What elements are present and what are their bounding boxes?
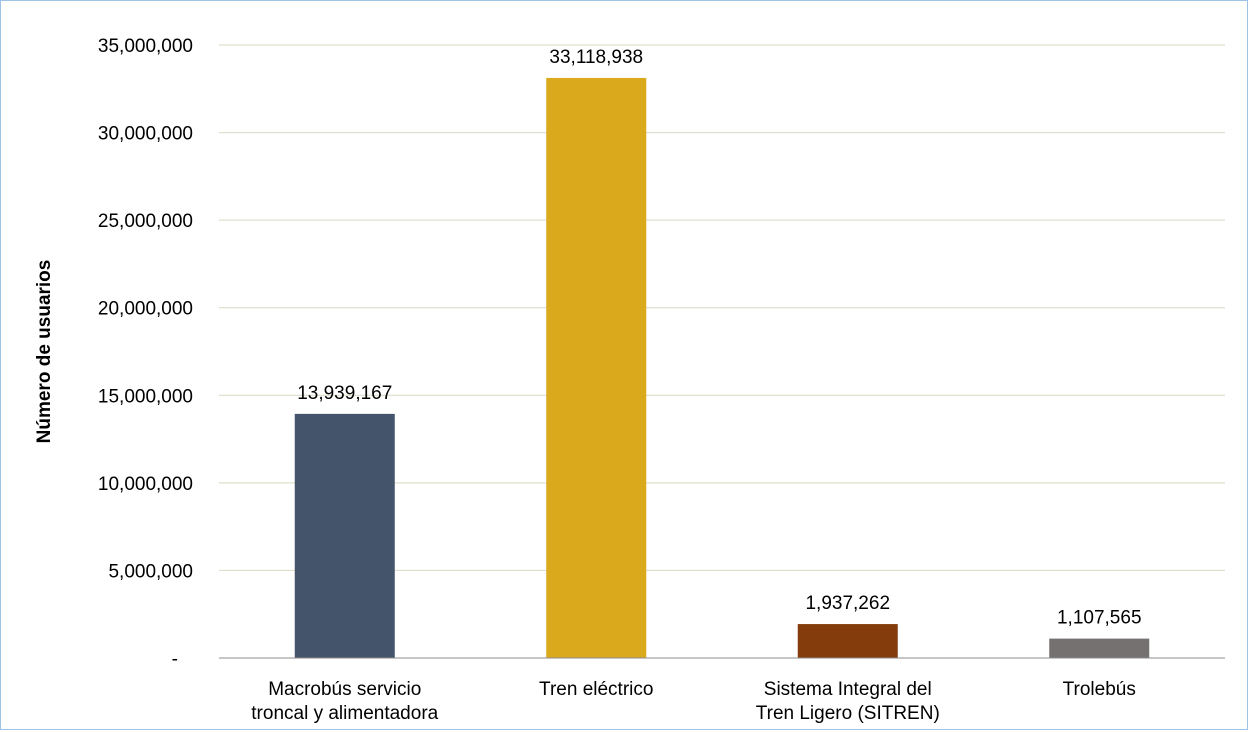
category-label-line: Macrobús servicio <box>268 679 421 700</box>
bar <box>294 413 395 658</box>
category-label: Sistema Integral del Tren Ligero (SITREN) <box>756 679 940 724</box>
category-label-line: Sistema Integral del <box>764 679 932 700</box>
data-label: 1,107,565 <box>1057 608 1142 629</box>
category-label-line: troncal y alimentadora <box>251 703 438 724</box>
bar <box>797 624 898 658</box>
y-tick-label: 30,000,000 <box>98 124 193 145</box>
category-label-line: Tren eléctrico <box>539 679 653 700</box>
data-label: 1,937,262 <box>805 593 890 614</box>
y-tick-label: 35,000,000 <box>98 36 193 57</box>
y-tick-label: 15,000,000 <box>98 386 193 407</box>
y-tick-label: - <box>172 649 178 670</box>
x-axis-category-labels: Macrobús servicio troncal y alimentadora T… <box>251 679 1136 724</box>
data-label: 33,118,938 <box>549 47 643 68</box>
category-label: Macrobús servicio troncal y alimentadora <box>251 679 438 724</box>
category-label: Trolebús <box>1063 679 1136 700</box>
bar <box>546 77 647 659</box>
y-axis-title: Número de usuarios <box>34 260 55 444</box>
y-tick-label: 25,000,000 <box>98 211 193 232</box>
category-label-line: Tren Ligero (SITREN) <box>756 703 940 724</box>
y-tick-label: 10,000,000 <box>98 474 193 495</box>
y-tick-label: 5,000,000 <box>108 561 193 582</box>
y-axis-tick-labels: - 5,000,000 10,000,000 15,000,000 20,000,000… <box>98 36 193 670</box>
category-label-line: Trolebús <box>1063 679 1136 700</box>
category-label: Tren eléctrico <box>539 679 653 700</box>
y-tick-label: 20,000,000 <box>98 299 193 320</box>
data-label: 13,939,167 <box>297 383 392 404</box>
bar <box>1049 638 1150 658</box>
data-labels: 13,939,167 33,118,938 1,937,262 1,107,565 <box>297 47 1141 629</box>
bars <box>294 77 1150 659</box>
